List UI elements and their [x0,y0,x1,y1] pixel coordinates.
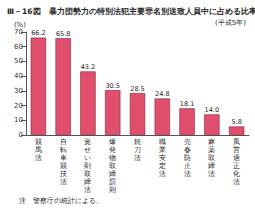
svg-text:業: 業 [159,146,166,154]
svg-text:28.5: 28.5 [130,85,144,93]
svg-text:締: 締 [83,178,91,186]
svg-text:競: 競 [35,138,42,146]
svg-text:30.5: 30.5 [105,82,119,90]
svg-text:営: 営 [233,146,240,154]
svg-text:転: 転 [60,146,67,154]
svg-text:爆: 爆 [109,138,116,146]
svg-text:14.0: 14.0 [205,106,219,114]
svg-text:職: 職 [159,138,166,146]
svg-text:法: 法 [184,170,191,178]
svg-text:取: 取 [109,162,116,170]
svg-text:競: 競 [60,162,67,170]
svg-text:風: 風 [233,138,240,146]
svg-text:注 警察庁の統計による。: 注 警察庁の統計による。 [19,197,103,205]
svg-text:法: 法 [84,186,91,194]
svg-text:法: 法 [35,154,42,162]
svg-text:60: 60 [14,43,23,51]
svg-text:43.2: 43.2 [81,63,95,71]
svg-text:薬: 薬 [208,146,215,154]
svg-text:売: 売 [184,138,191,146]
svg-text:締: 締 [207,162,215,170]
svg-text:止: 止 [184,162,191,170]
svg-text:馬: 馬 [34,146,42,154]
svg-text:取: 取 [208,154,215,162]
svg-text:法: 法 [134,154,141,162]
svg-text:銃: 銃 [134,138,141,146]
svg-text:剤: 剤 [84,162,91,170]
svg-text:70: 70 [14,28,23,36]
svg-text:定: 定 [159,162,166,170]
svg-text:自: 自 [60,138,67,146]
svg-text:法: 法 [60,178,67,186]
svg-text:法: 法 [159,170,166,178]
svg-text:覚: 覚 [84,138,91,146]
svg-text:技: 技 [59,170,67,178]
svg-text:法: 法 [208,170,215,178]
svg-text:20: 20 [14,102,23,110]
svg-text:防: 防 [184,154,191,162]
svg-text:適: 適 [233,154,240,162]
svg-text:発: 発 [109,146,116,154]
svg-text:66.2: 66.2 [31,29,45,37]
svg-text:Ⅲ－16図 暴力団勢力の特別法犯主要罪名別送致人員中に占める: Ⅲ－16図 暴力団勢力の特別法犯主要罪名別送致人員中に占める比率 [7,6,255,16]
svg-text:せ: せ [84,146,91,154]
svg-text:24.8: 24.8 [155,90,169,98]
svg-text:物: 物 [109,154,116,162]
svg-text:化: 化 [233,170,240,178]
svg-text:65.8: 65.8 [56,30,70,38]
svg-text:5.8: 5.8 [231,118,241,126]
svg-text:40: 40 [14,72,23,80]
svg-text:正: 正 [233,162,240,170]
svg-text:法: 法 [233,178,240,186]
svg-text:50: 50 [14,57,23,65]
svg-text:刀: 刀 [134,146,141,154]
svg-text:春: 春 [184,146,191,154]
svg-text:い: い [84,154,91,162]
svg-text:麻: 麻 [208,138,215,146]
svg-text:30: 30 [14,87,23,95]
svg-text:罰: 罰 [109,178,116,186]
svg-text:締: 締 [108,170,116,178]
svg-text:18.1: 18.1 [180,100,194,108]
svg-text:10: 10 [14,116,23,124]
svg-text:0: 0 [19,131,23,139]
svg-text:取: 取 [84,170,91,178]
svg-text:則: 則 [109,186,116,194]
svg-text:車: 車 [60,154,67,162]
svg-text:(平成5年): (平成5年) [215,19,246,27]
svg-text:安: 安 [159,154,166,162]
